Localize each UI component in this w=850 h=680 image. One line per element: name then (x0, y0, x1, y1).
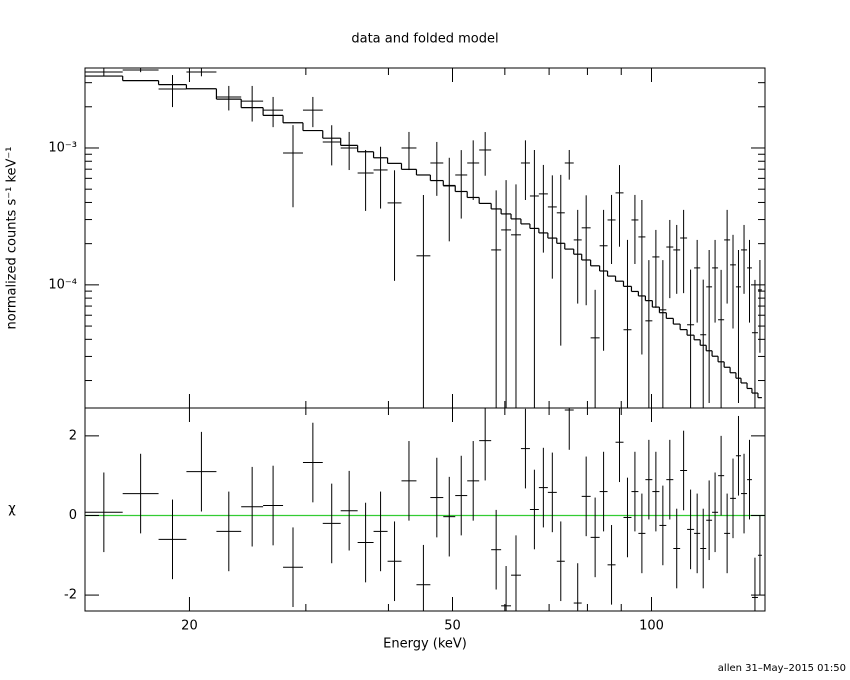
y-axis-label: normalized counts s⁻¹ keV⁻¹ (5, 147, 20, 330)
y-tick-label: 0 (69, 508, 77, 523)
x-tick-label: 50 (444, 619, 461, 634)
footer: allen 31–May–2015 01:50 (718, 663, 846, 674)
chart-title: data and folded model (351, 32, 498, 47)
y-tick-label: -2 (64, 588, 77, 603)
data-layer (85, 68, 762, 408)
y-tick-label: 2 (69, 428, 77, 443)
plot-frame (84, 407, 766, 612)
y-axis-label: χ (8, 502, 16, 517)
y-tick-label: 10⁻⁴ (48, 277, 77, 292)
y-tick-label: 10⁻³ (48, 140, 77, 155)
x-tick-label: 100 (639, 619, 664, 634)
residual-layer (85, 408, 765, 611)
x-axis-label: Energy (keV) (383, 637, 467, 652)
x-tick-label: 20 (181, 619, 198, 634)
